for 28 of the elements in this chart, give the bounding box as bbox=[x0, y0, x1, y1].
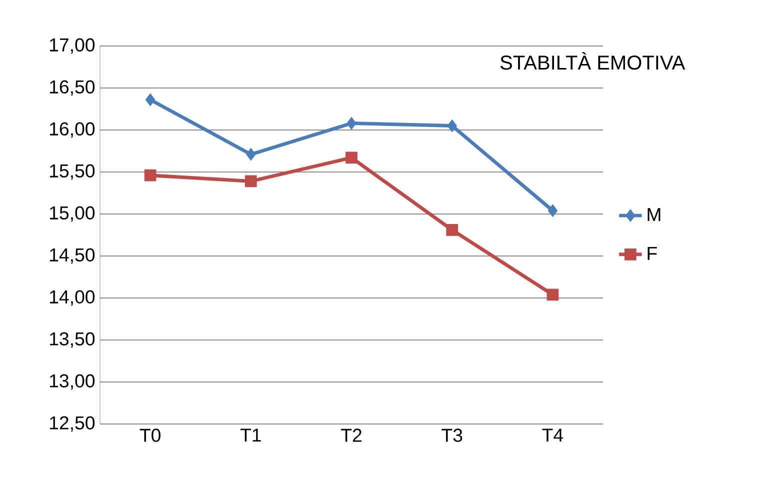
chart-title: STABILTÀ EMOTIVA bbox=[500, 52, 686, 70]
x-tick-label: T1 bbox=[240, 428, 261, 442]
point bbox=[346, 116, 356, 130]
x-tick-label: T4 bbox=[542, 428, 564, 442]
y-tick-label: 15,50 bbox=[50, 164, 95, 180]
y-tick-label: 12,50 bbox=[50, 416, 95, 432]
point bbox=[346, 152, 358, 164]
point bbox=[447, 119, 457, 132]
y-tick-label: 14,50 bbox=[50, 248, 95, 264]
legend-label: M bbox=[648, 208, 660, 221]
y-tick-label: 16,50 bbox=[50, 80, 95, 96]
y-tick-label: 15,00 bbox=[50, 206, 95, 222]
y-tick-label: 14,00 bbox=[50, 290, 95, 306]
point bbox=[244, 175, 257, 188]
point bbox=[548, 204, 558, 217]
y-tick-label: 13,00 bbox=[50, 374, 95, 390]
legend-label: F bbox=[648, 246, 657, 260]
point bbox=[145, 93, 156, 106]
x-tick-label: T2 bbox=[341, 428, 362, 442]
y-tick-label: 13,50 bbox=[50, 332, 95, 348]
point bbox=[546, 288, 559, 301]
point bbox=[144, 169, 156, 182]
x-tick-label: T3 bbox=[442, 428, 462, 442]
point bbox=[446, 224, 458, 236]
x-tick-label: T0 bbox=[140, 428, 160, 442]
point bbox=[246, 148, 256, 161]
y-tick-label: 16,00 bbox=[50, 122, 95, 138]
y-tick-label: 17,00 bbox=[50, 38, 95, 54]
